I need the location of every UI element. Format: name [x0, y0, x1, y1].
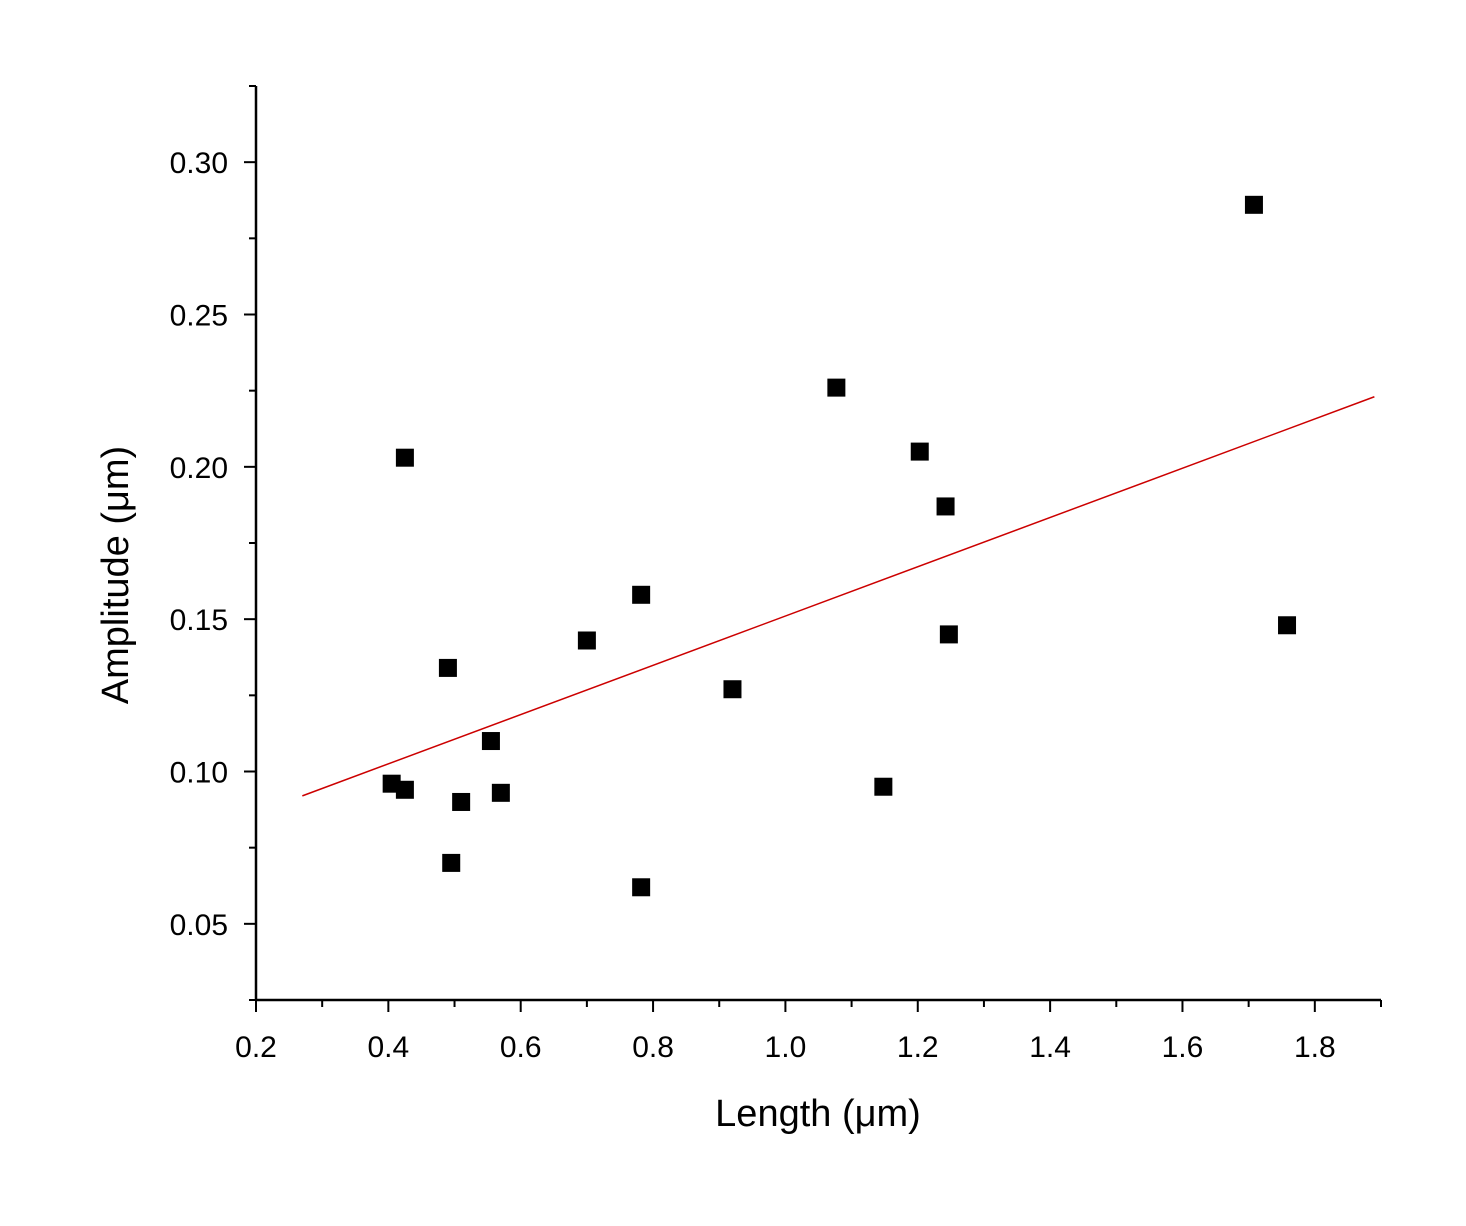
data-point — [442, 853, 461, 872]
data-point — [395, 780, 414, 799]
x-tick-label: 0.4 — [367, 1031, 409, 1064]
fit-line — [302, 396, 1375, 797]
axes: 0.2 0.4 0.6 0.8 1.0 1.2 1.4 1.6 1.8 0.05 0.10 0.15 0… — [170, 85, 1382, 1064]
y-tick-label: 0.05 — [170, 909, 228, 942]
x-tick-label: 0.2 — [235, 1031, 277, 1064]
x-tick-label: 1.6 — [1162, 1031, 1204, 1064]
data-point — [939, 625, 958, 644]
x-axis-title: Length (μm) — [715, 1093, 921, 1135]
data-point — [632, 585, 651, 604]
data-point — [481, 732, 500, 751]
y-tick-label: 0.30 — [170, 147, 228, 180]
y-tick-label: 0.10 — [170, 757, 228, 790]
x-tick-label: 1.4 — [1029, 1031, 1071, 1064]
data-point — [491, 783, 510, 802]
data-point — [577, 631, 596, 650]
data-point — [632, 878, 651, 897]
data-point — [395, 448, 414, 467]
y-axis-title: Amplitude (μm) — [95, 446, 137, 704]
x-tick-label: 1.2 — [897, 1031, 939, 1064]
x-tick-label: 0.6 — [500, 1031, 542, 1064]
data-point — [452, 792, 471, 811]
y-tick-label: 0.15 — [170, 604, 228, 637]
x-tick-label: 1.0 — [765, 1031, 807, 1064]
fit-line-group — [302, 396, 1375, 797]
data-point — [910, 442, 929, 461]
data-points — [382, 195, 1297, 897]
data-point — [936, 497, 955, 516]
data-point — [827, 378, 846, 397]
data-point — [723, 680, 742, 699]
x-tick-label: 0.8 — [632, 1031, 674, 1064]
data-point — [1278, 616, 1297, 635]
x-tick-label: 1.8 — [1294, 1031, 1336, 1064]
data-point — [1244, 195, 1263, 214]
data-point — [874, 777, 893, 796]
y-tick-label: 0.25 — [170, 300, 228, 333]
y-tick-label: 0.20 — [170, 452, 228, 485]
data-point — [438, 658, 457, 677]
